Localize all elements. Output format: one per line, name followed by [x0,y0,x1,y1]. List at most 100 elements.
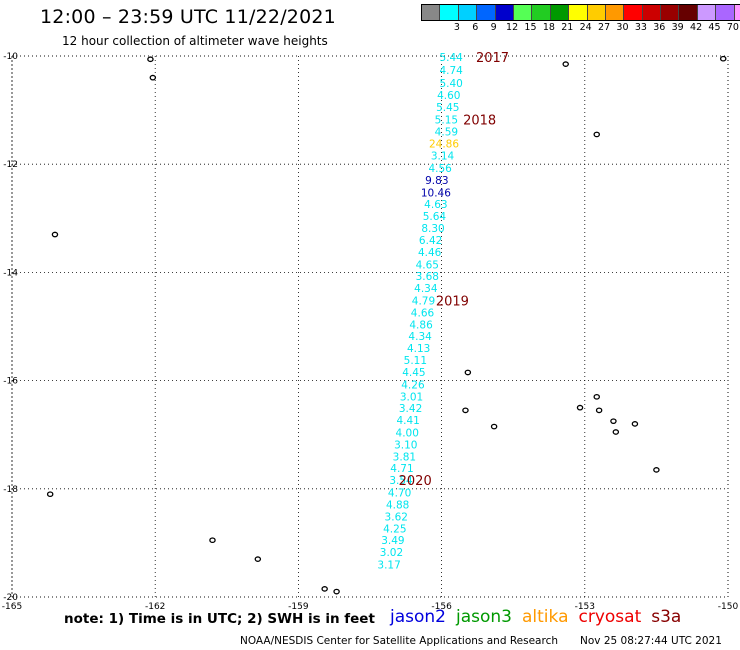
satellite-name: altika [522,607,569,627]
color-swatch [569,5,588,20]
lon-tick-label: -153 [575,602,595,612]
map-frame [11,55,729,598]
swh-value-label: 9.83 [425,175,448,187]
color-swatch [642,5,662,20]
color-swatch [422,5,441,20]
island-outline [593,393,600,400]
time-label: 2017 [476,51,509,66]
island-outline [464,369,472,376]
color-swatch [587,5,606,20]
swh-value-label: 10.46 [421,187,451,199]
color-scale-tick: 18 [542,22,555,33]
island-outline [593,131,600,138]
island-outline [321,586,328,592]
swh-value-label: 4.26 [401,379,425,391]
map-title: 12:00 – 23:59 UTC 11/22/2021 [40,6,336,28]
island-outline [51,231,59,238]
credit-text: NOAA/NESDIS Center for Satellite Applica… [240,635,558,647]
swh-value-label: 4.86 [409,319,433,331]
swh-value-label: 4.79 [412,296,435,308]
lon-tick-label: -162 [145,602,165,612]
swh-value-label: 24.86 [429,139,459,151]
lat-tick-label: -18 [3,485,18,495]
island-outline [719,55,727,62]
color-scale-tick: 70 [726,22,739,33]
swh-value-label: 4.00 [396,428,419,440]
color-swatch [458,5,478,20]
swh-value-label: 3.54 [389,475,413,487]
satellite-name: s3a [651,607,682,627]
map-subtitle: 12 hour collection of altimeter wave hei… [62,34,328,48]
color-swatch [734,5,740,20]
swh-value-label: 6.42 [419,235,442,247]
swh-value-label: 4.41 [396,415,419,427]
island-outline [653,467,660,473]
color-scale-tick: 36 [653,22,666,33]
island-outline [610,418,617,425]
lat-tick-label: -16 [3,377,18,387]
time-label: 2019 [436,295,469,310]
wave-height-observations: 5.444.745.404.605.455.154.5924.863.144.5… [377,52,463,571]
color-scale-tick: 39 [671,22,684,33]
swh-value-label: 3.02 [380,547,403,559]
lon-tick-label: -150 [718,602,739,612]
swh-value-label: 5.40 [439,78,462,90]
island-outline [562,61,569,67]
swh-value-label: 4.25 [383,523,406,535]
satellite-name: jason3 [456,607,512,627]
island-outline [462,407,469,414]
swh-value-label: 4.13 [407,343,430,355]
lat-tick-label: -14 [3,268,18,278]
color-swatch [661,5,680,20]
swh-value-label: 4.71 [390,463,413,475]
island-outline [576,404,584,411]
island-outline [149,74,157,81]
map-grid [11,55,729,598]
swh-value-label: 3.62 [385,511,408,523]
swh-value-label: 4.34 [414,283,438,295]
swh-value-label: 4.56 [428,163,452,175]
island-outline [147,56,154,63]
color-scale-tick: 21 [561,22,574,33]
swh-value-label: 4.45 [402,367,425,379]
swh-value-label: 5.44 [439,52,463,64]
swh-value-label: 3.49 [381,535,404,547]
swh-value-label: 8.30 [421,223,444,235]
time-label: 2020 [399,474,432,489]
lon-tick-label: -159 [288,602,309,612]
lat-tick-label: -12 [3,160,18,170]
lat-tick-label: -20 [3,593,18,603]
lat-tick-label: -10 [3,52,18,62]
swh-value-label: 5.15 [435,114,458,126]
color-scale-tick: 42 [690,22,703,33]
color-swatch [477,5,496,20]
island-outline [490,423,498,430]
satellite-legend: jason2 jason3 altika cryosat s3a [390,607,691,627]
swh-value-label: 5.64 [423,211,447,223]
color-swatch [532,5,551,20]
island-outline [46,491,54,498]
credit-timestamp: Nov 25 08:27:44 UTC 2021 [580,635,722,647]
swh-value-label: 3.42 [399,403,422,415]
island-outline [612,429,620,435]
satellite-name: cryosat [578,607,642,627]
swh-value-label: 3.10 [394,439,417,451]
lon-tick-label: -165 [2,602,22,612]
time-labels: 2017 2018 2019 2020 [399,51,509,489]
color-swatch [495,5,514,20]
swh-value-label: 4.70 [388,488,411,500]
time-label: 2018 [463,113,496,128]
swh-value-label: 4.65 [416,259,439,271]
swh-value-label: 4.34 [408,331,432,343]
swh-value-label: 4.66 [411,307,435,319]
swh-value-label: 4.88 [386,499,409,511]
swh-value-label: 3.81 [393,451,416,463]
color-scale-tick: 12 [506,22,519,33]
color-scale-tick: 30 [616,22,629,33]
island-outline [254,556,262,562]
color-swatch [624,5,643,20]
swh-value-label: 4.74 [439,65,463,77]
swh-value-label: 5.11 [404,355,427,367]
